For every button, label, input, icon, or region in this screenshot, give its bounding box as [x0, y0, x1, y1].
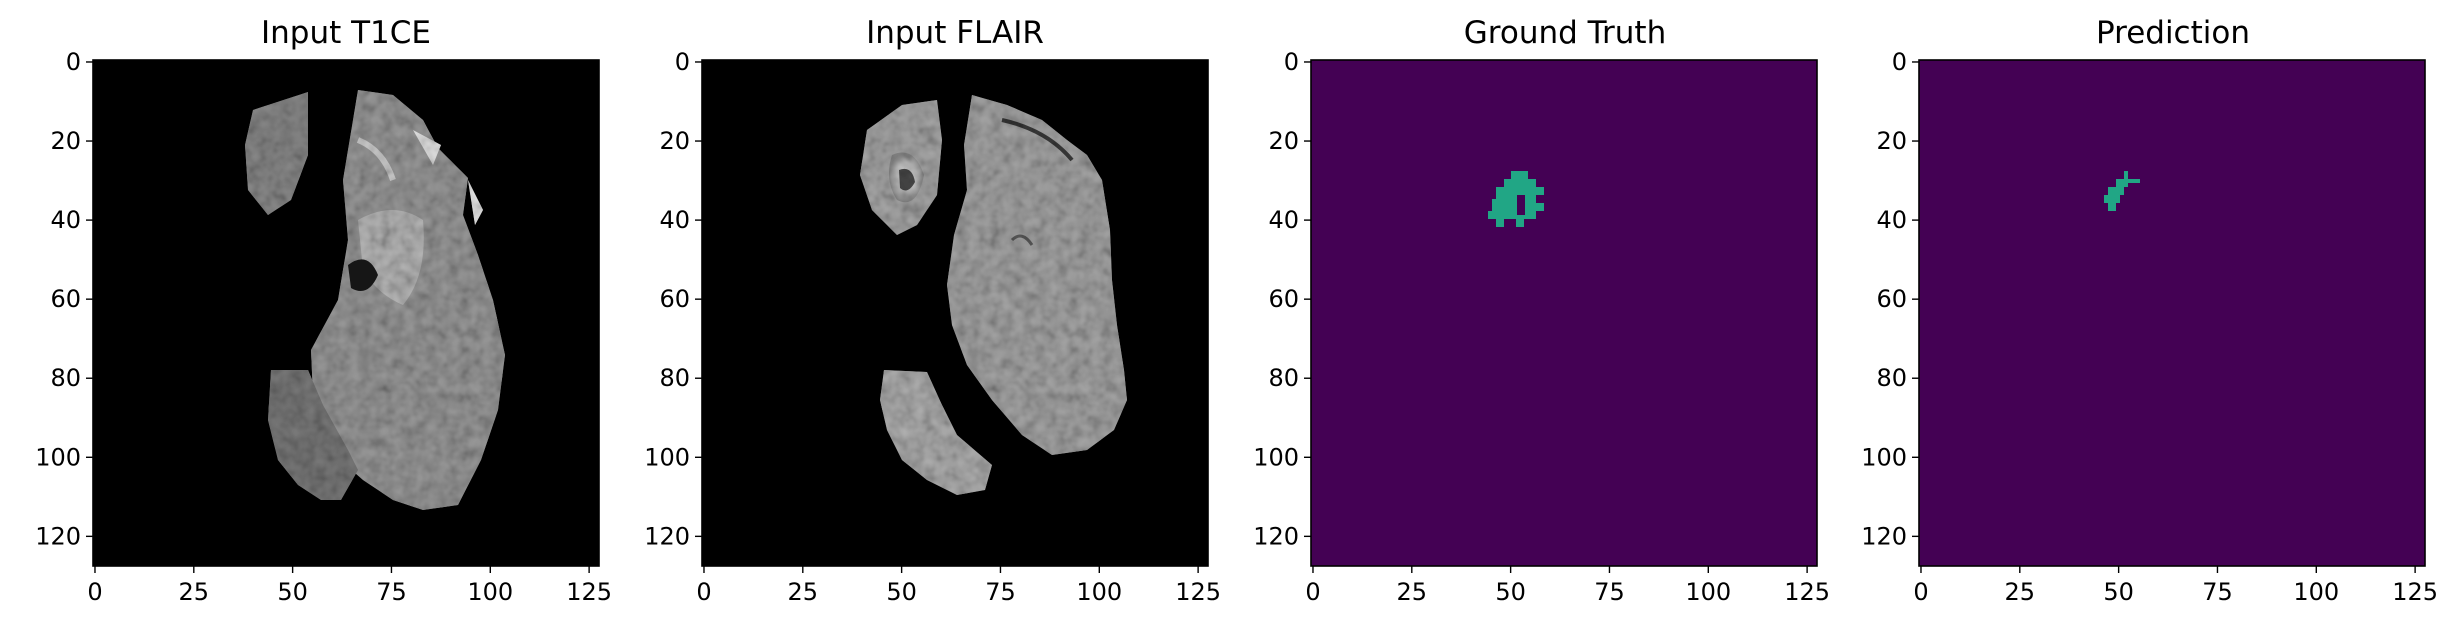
y-tick-label: 20 [50, 127, 81, 155]
panel-title: Prediction [2096, 15, 2250, 51]
y-tick-label: 20 [659, 127, 690, 155]
mask-background [1311, 60, 1817, 566]
tumor-region [2104, 171, 2140, 211]
x-tick-label: 50 [277, 578, 308, 606]
y-tick-label: 120 [1253, 522, 1299, 550]
x-tick-label: 125 [2392, 578, 2438, 606]
x-tick-label: 75 [1594, 578, 1625, 606]
mri-image-flair [702, 60, 1208, 566]
panel-title: Ground Truth [1464, 15, 1666, 51]
x-tick-label: 100 [1685, 578, 1731, 606]
mask-image-ground-truth [1311, 60, 1817, 566]
y-tick-label: 120 [35, 522, 81, 550]
ticks: 0 25 50 75 100 125 0 20 40 60 80 100 120 [1253, 48, 1830, 606]
x-tick-label: 75 [2202, 578, 2233, 606]
tumor-region [1488, 171, 1544, 227]
y-tick-label: 80 [50, 364, 81, 392]
mask-image-prediction [1919, 60, 2425, 566]
y-tick-label: 0 [1892, 48, 1907, 76]
x-tick-label: 25 [2005, 578, 2036, 606]
x-tick-label: 50 [2103, 578, 2134, 606]
ticks: 0 25 50 75 100 125 0 20 40 60 80 100 120 [644, 48, 1221, 606]
x-tick-label: 0 [87, 578, 102, 606]
x-tick-label: 100 [2293, 578, 2339, 606]
ticks: 0 25 50 75 100 125 0 20 40 60 80 100 120 [35, 48, 612, 606]
x-tick-label: 100 [1076, 578, 1122, 606]
y-tick-label: 60 [1268, 285, 1299, 313]
y-tick-label: 120 [1861, 522, 1907, 550]
y-tick-label: 80 [659, 364, 690, 392]
x-tick-label: 25 [788, 578, 819, 606]
ticks: 0 25 50 75 100 125 0 20 40 60 80 100 120 [1861, 48, 2438, 606]
y-tick-label: 0 [66, 48, 81, 76]
x-tick-label: 75 [985, 578, 1016, 606]
x-tick-label: 50 [886, 578, 917, 606]
x-tick-label: 125 [566, 578, 612, 606]
mri-image-t1ce [93, 60, 599, 566]
x-tick-label: 0 [1913, 578, 1928, 606]
axes-frame [1310, 59, 1818, 567]
x-tick-label: 50 [1495, 578, 1526, 606]
y-tick-label: 100 [35, 443, 81, 471]
y-tick-label: 20 [1876, 127, 1907, 155]
y-tick-label: 40 [1876, 206, 1907, 234]
panel-flair: Input FLAIR 0 25 50 75 100 125 0 20 40 60 80 100 120 [644, 15, 1221, 606]
y-tick-label: 60 [50, 285, 81, 313]
axes-frame [1918, 59, 2426, 567]
y-tick-label: 20 [1268, 127, 1299, 155]
y-tick-label: 80 [1876, 364, 1907, 392]
panel-title: Input FLAIR [866, 15, 1044, 51]
y-tick-label: 40 [50, 206, 81, 234]
y-tick-label: 40 [1268, 206, 1299, 234]
panel-title: Input T1CE [261, 15, 431, 51]
x-tick-label: 75 [376, 578, 407, 606]
axes-frame [701, 59, 1209, 567]
y-tick-label: 60 [659, 285, 690, 313]
x-tick-label: 0 [1305, 578, 1320, 606]
x-tick-label: 0 [696, 578, 711, 606]
x-tick-label: 125 [1175, 578, 1221, 606]
axes-frame [92, 59, 600, 567]
x-tick-label: 25 [1397, 578, 1428, 606]
x-tick-label: 100 [467, 578, 513, 606]
y-tick-label: 80 [1268, 364, 1299, 392]
panel-t1ce: Input T1CE 0 25 50 75 100 125 0 20 40 60 80 100 120 [35, 15, 612, 606]
x-tick-label: 25 [179, 578, 210, 606]
y-tick-label: 120 [644, 522, 690, 550]
y-tick-label: 40 [659, 206, 690, 234]
y-tick-label: 60 [1876, 285, 1907, 313]
panel-ground-truth: Ground Truth 0 25 50 75 100 125 0 20 40 60 80 100 12… [1253, 15, 1830, 606]
y-tick-label: 0 [1284, 48, 1299, 76]
y-tick-label: 100 [1253, 443, 1299, 471]
x-tick-label: 125 [1784, 578, 1830, 606]
mask-background [1919, 60, 2425, 566]
y-tick-label: 100 [1861, 443, 1907, 471]
panel-prediction: Prediction 0 25 50 75 100 125 0 20 40 60 80 100 120 [1861, 15, 2438, 606]
y-tick-label: 100 [644, 443, 690, 471]
y-tick-label: 0 [675, 48, 690, 76]
